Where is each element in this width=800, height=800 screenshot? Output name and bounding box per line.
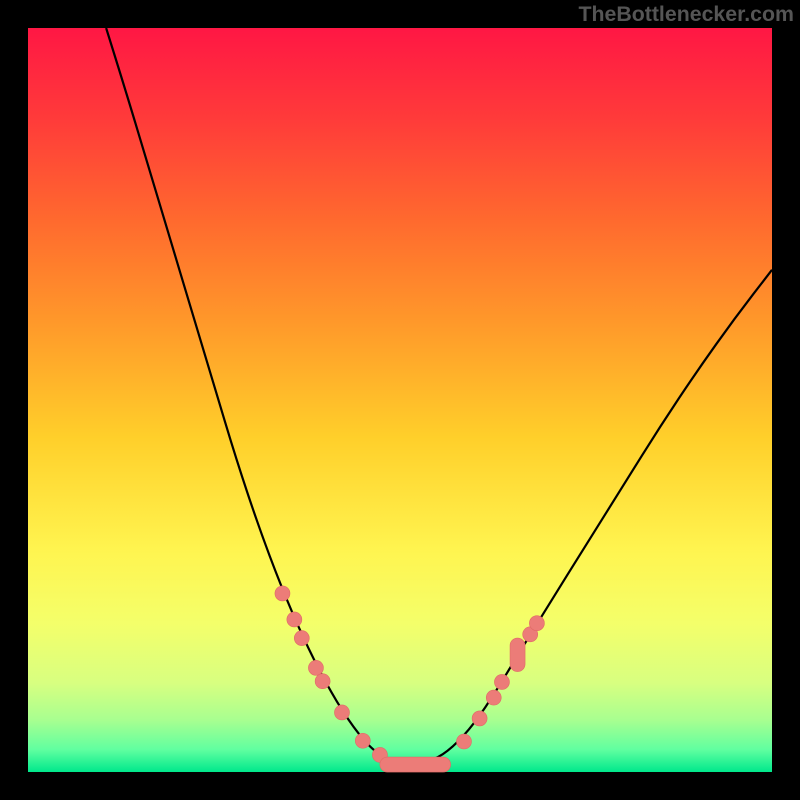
curve-right bbox=[400, 270, 772, 765]
marker bbox=[529, 616, 544, 631]
marker bbox=[334, 705, 349, 720]
marker bbox=[275, 586, 290, 601]
marker bbox=[355, 733, 370, 748]
marker bbox=[472, 711, 487, 726]
marker bbox=[486, 690, 501, 705]
markers-group bbox=[275, 586, 544, 772]
marker bbox=[287, 612, 302, 627]
watermark-text: TheBottlenecker.com bbox=[578, 2, 794, 27]
marker bbox=[380, 757, 451, 772]
curve-left bbox=[106, 28, 400, 765]
marker bbox=[315, 674, 330, 689]
chart-svg bbox=[0, 0, 800, 800]
marker bbox=[456, 734, 471, 749]
marker bbox=[308, 660, 323, 675]
marker bbox=[510, 638, 525, 672]
marker bbox=[494, 674, 509, 689]
chart-stage: TheBottlenecker.com bbox=[0, 0, 800, 800]
marker bbox=[294, 631, 309, 646]
